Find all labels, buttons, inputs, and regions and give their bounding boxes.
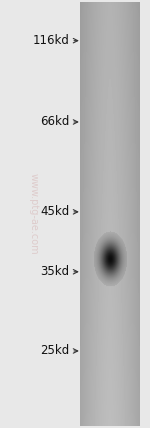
Text: 35kd: 35kd: [41, 265, 70, 278]
Text: 45kd: 45kd: [40, 205, 70, 218]
Text: 66kd: 66kd: [40, 116, 70, 128]
Text: 25kd: 25kd: [40, 345, 70, 357]
Text: www.ptg-ae.com: www.ptg-ae.com: [29, 173, 39, 255]
Text: 116kd: 116kd: [33, 34, 70, 47]
